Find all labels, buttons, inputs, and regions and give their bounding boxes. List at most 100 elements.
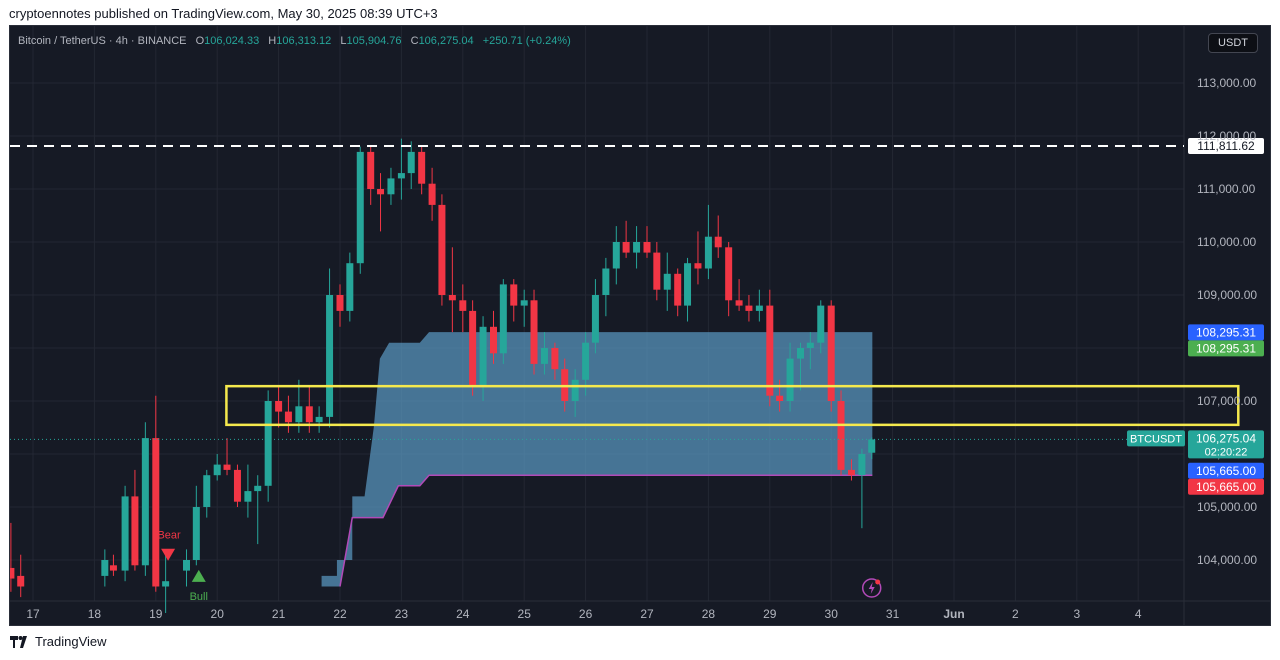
candle-body bbox=[520, 300, 528, 306]
candle-body bbox=[827, 305, 835, 401]
tradingview-logo-icon bbox=[10, 635, 27, 648]
countdown-label: 02:20:22 bbox=[1205, 446, 1248, 458]
chart-panel[interactable]: 111,811.62104,000.00105,000.00106,000.00… bbox=[9, 25, 1271, 626]
y-tick-label: 110,000.00 bbox=[1197, 235, 1256, 249]
candle-body bbox=[17, 575, 25, 587]
candle-body bbox=[602, 268, 610, 295]
candle-body bbox=[223, 464, 231, 470]
x-tick-label: 17 bbox=[26, 607, 40, 621]
candle-body bbox=[540, 348, 548, 364]
x-tick-label: 26 bbox=[579, 607, 593, 621]
symbol-title[interactable]: Bitcoin / TetherUS · 4h · BINANCE bbox=[18, 35, 187, 47]
candle-body bbox=[582, 342, 590, 380]
lightning-event-icon bbox=[861, 578, 882, 598]
candle-body bbox=[806, 342, 814, 348]
candle-body bbox=[183, 560, 190, 571]
candle-body bbox=[797, 348, 804, 359]
zone-lower-edge bbox=[339, 474, 873, 587]
x-tick-label: 27 bbox=[640, 607, 654, 621]
candle-body bbox=[254, 485, 262, 492]
candle-body bbox=[591, 295, 599, 343]
candle-body bbox=[684, 263, 692, 306]
candle-body bbox=[725, 247, 733, 301]
candle-body bbox=[377, 189, 385, 195]
dashed-level-label: 111,811.62 bbox=[1197, 139, 1255, 153]
price-badge bbox=[1188, 340, 1264, 357]
price-badge bbox=[1188, 430, 1264, 459]
candle-body bbox=[109, 565, 117, 571]
published-info: cryptoennotes published on TradingView.c… bbox=[9, 6, 438, 21]
candle-body bbox=[674, 273, 682, 306]
candle-body bbox=[469, 310, 477, 386]
ticker-label: BTCUSDT bbox=[1130, 433, 1182, 445]
candle-body bbox=[622, 242, 630, 253]
change-value: +250.71 (+0.24%) bbox=[482, 35, 571, 47]
currency-button[interactable]: USDT bbox=[1208, 33, 1258, 53]
candle-body bbox=[735, 300, 743, 306]
tradingview-footer[interactable]: TradingView bbox=[10, 634, 107, 649]
x-tick-label: 31 bbox=[886, 607, 900, 621]
candle-body bbox=[551, 348, 559, 370]
x-tick-label: 18 bbox=[88, 607, 102, 621]
x-tick-label: 4 bbox=[1135, 607, 1142, 621]
price-badge bbox=[1188, 478, 1264, 495]
x-tick-label: 3 bbox=[1073, 607, 1080, 621]
x-tick-label: 21 bbox=[272, 607, 286, 621]
candle-body bbox=[837, 401, 845, 470]
x-tick-label: Jun bbox=[943, 607, 964, 621]
candlestick-chart[interactable]: 111,811.62104,000.00105,000.00106,000.00… bbox=[10, 26, 1270, 625]
price-badge bbox=[1188, 462, 1264, 479]
low-label: L bbox=[340, 35, 347, 47]
y-tick-label: 105,000.00 bbox=[1197, 500, 1257, 514]
candle-body bbox=[346, 263, 354, 311]
y-tick-label: 109,000.00 bbox=[1197, 288, 1257, 302]
candle-body bbox=[407, 151, 415, 174]
candle-body bbox=[612, 242, 620, 269]
price-badge-label: 105,665.00 bbox=[1196, 464, 1256, 478]
candle-body bbox=[121, 496, 129, 571]
x-tick-label: 22 bbox=[333, 607, 347, 621]
x-tick-label: 19 bbox=[149, 607, 163, 621]
candle-body bbox=[643, 242, 651, 253]
candle-body bbox=[633, 242, 641, 253]
support-zone bbox=[321, 332, 873, 587]
x-tick-label: 20 bbox=[211, 607, 225, 621]
high-label: H bbox=[268, 35, 277, 47]
y-tick-label: 107,000.00 bbox=[1197, 394, 1257, 408]
candle-body bbox=[418, 151, 426, 184]
bear-signal-label: Bear bbox=[157, 530, 181, 542]
open-label: O bbox=[195, 35, 205, 47]
candle-body bbox=[858, 454, 866, 476]
candle-body bbox=[284, 411, 292, 423]
candle-body bbox=[428, 183, 436, 205]
candle-body bbox=[244, 491, 252, 502]
candle-body bbox=[131, 496, 139, 566]
brand-name: TradingView bbox=[35, 634, 107, 649]
bull-signal-label: Bull bbox=[190, 591, 208, 603]
price-badge-label: 106,275.04 bbox=[1196, 431, 1256, 445]
candle-body bbox=[745, 305, 753, 311]
candle-body bbox=[776, 395, 784, 401]
lightning-bolt-shape bbox=[868, 582, 875, 594]
candle-body bbox=[295, 406, 303, 423]
candle-body bbox=[326, 295, 334, 417]
candle-body bbox=[315, 416, 323, 423]
candle-body bbox=[847, 469, 855, 476]
open-value: 106,024.33 bbox=[204, 35, 260, 47]
candle-body bbox=[817, 305, 825, 343]
bull-signal-icon bbox=[191, 569, 206, 582]
candle-body bbox=[786, 358, 794, 401]
close-label: C bbox=[410, 35, 419, 47]
candle-body bbox=[510, 284, 518, 306]
candle-body bbox=[397, 173, 405, 179]
close-value: 106,275.04 bbox=[418, 35, 474, 47]
price-badge bbox=[1188, 324, 1264, 341]
candle-body bbox=[755, 305, 763, 311]
x-tick-label: 30 bbox=[825, 607, 839, 621]
x-tick-label: 2 bbox=[1012, 607, 1019, 621]
candle-body bbox=[264, 401, 272, 486]
candle-body bbox=[141, 438, 149, 566]
y-tick-label: 104,000.00 bbox=[1197, 553, 1257, 567]
candle-body bbox=[305, 406, 313, 423]
candle-body bbox=[663, 273, 671, 290]
